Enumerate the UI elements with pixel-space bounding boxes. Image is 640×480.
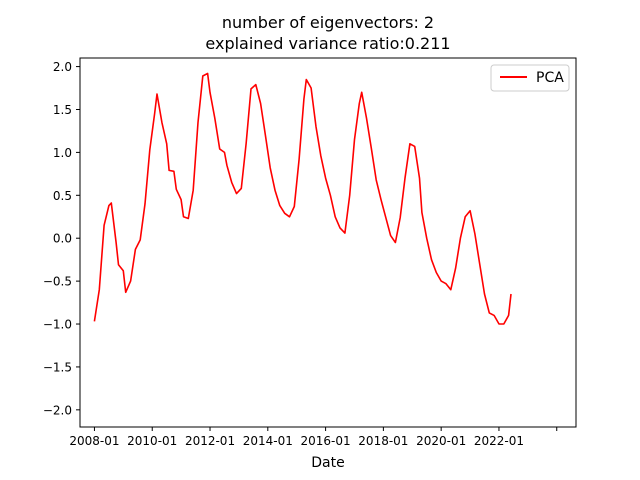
chart-subtitle: explained variance ratio:0.211 (205, 34, 450, 53)
y-tick-label: 0.0 (53, 232, 72, 246)
series-layer (93, 72, 512, 325)
legend: PCA (490, 64, 570, 92)
y-axis: 2.0 1.5 1.0 0.5 0.0 −0.5 −1.0 −1.5 −2.0 (43, 60, 80, 417)
x-tick-label: 2016-01 (301, 434, 351, 448)
x-tick-label: 2022-01 (474, 434, 524, 448)
y-tick-label: 1.5 (53, 103, 72, 117)
y-tick-label: 1.0 (53, 146, 72, 160)
series-line-pca (93, 72, 512, 325)
x-axis: 2008-01 2010-01 2012-01 2014-01 2016-01 2018-… (69, 427, 558, 448)
legend-box (490, 64, 570, 92)
y-tick-label: 2.0 (53, 60, 72, 74)
y-tick-label: −1.0 (43, 318, 72, 332)
legend-label-pca: PCA (536, 70, 564, 86)
plot-frame (79, 57, 577, 428)
y-tick-label: −2.0 (43, 403, 72, 417)
x-tick-label: 2010-01 (127, 434, 177, 448)
y-tick-label: −0.5 (43, 275, 72, 289)
x-tick-label: 2008-01 (69, 434, 119, 448)
plot-area (80, 58, 576, 427)
x-tick-label: 2012-01 (185, 434, 235, 448)
x-tick-label: 2014-01 (243, 434, 293, 448)
y-tick-label: 0.5 (53, 189, 72, 203)
x-axis-label: Date (311, 455, 344, 471)
chart-title: number of eigenvectors: 2 (222, 13, 434, 32)
x-tick-label: 2018-01 (358, 434, 408, 448)
y-tick-label: −1.5 (43, 360, 72, 374)
x-tick-label: 2020-01 (416, 434, 466, 448)
